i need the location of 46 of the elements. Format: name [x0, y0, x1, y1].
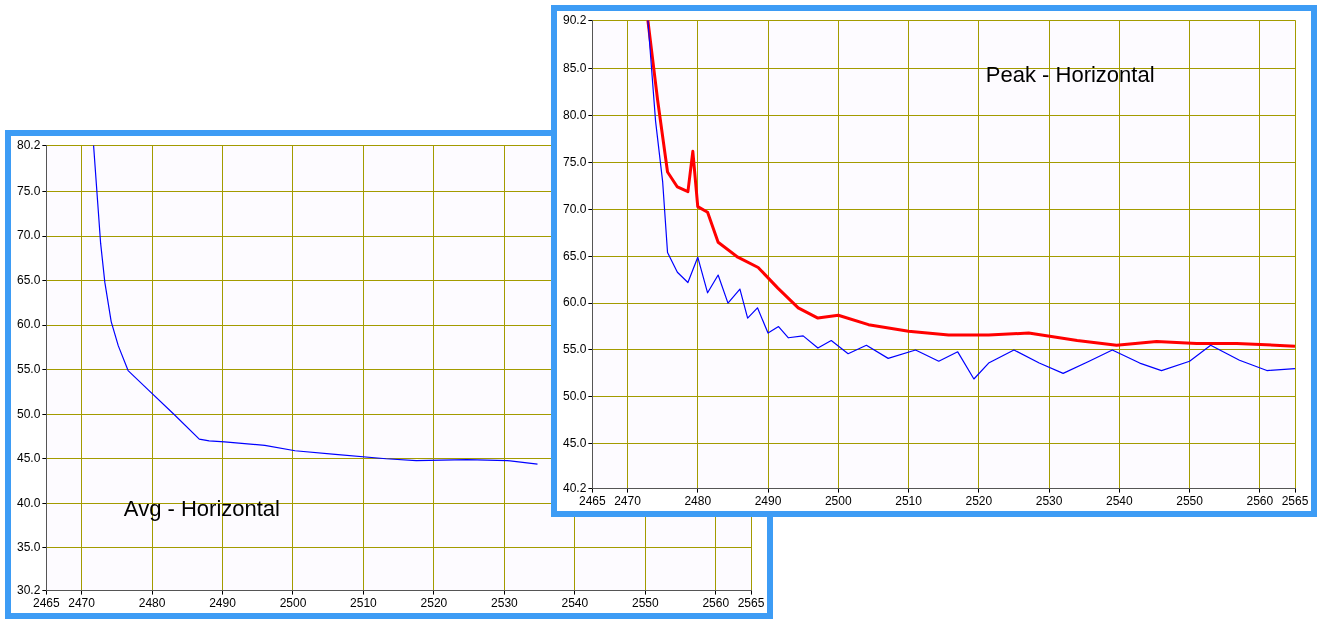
- y-tick-label: 75.0: [563, 154, 587, 169]
- y-tick-label: 45.0: [17, 451, 41, 466]
- x-tick-label: 2550: [1176, 494, 1204, 509]
- y-tick-label: 40.2: [563, 480, 587, 495]
- x-tick-label: 2480: [138, 596, 166, 611]
- x-tick-label: 2565: [737, 596, 765, 611]
- x-tick-label: 2500: [279, 596, 307, 611]
- y-tick-label: 80.0: [563, 108, 587, 123]
- y-tick-label: 35.0: [17, 540, 41, 555]
- y-tick-label: 50.0: [563, 389, 587, 404]
- y-tick-label: 70.0: [563, 201, 587, 216]
- x-tick-label: 2510: [895, 494, 923, 509]
- y-tick-label: 75.0: [17, 183, 41, 198]
- y-tick-label: 70.0: [17, 228, 41, 243]
- x-tick-label: 2530: [1035, 494, 1063, 509]
- y-tick-label: 65.0: [563, 248, 587, 263]
- x-tick-label: 2470: [614, 494, 642, 509]
- x-tick-label: 2480: [684, 494, 712, 509]
- y-tick-label: 50.0: [17, 406, 41, 421]
- y-tick-label: 45.0: [563, 435, 587, 450]
- x-tick-label: 2540: [561, 596, 589, 611]
- y-tick-label: 85.0: [563, 61, 587, 76]
- y-tick-label: 60.0: [563, 295, 587, 310]
- y-tick-label: 30.2: [17, 582, 41, 597]
- x-tick-label: 2565: [1281, 494, 1309, 509]
- y-tick-label: 40.0: [17, 495, 41, 510]
- x-tick-label: 2500: [824, 494, 852, 509]
- x-tick-label: 2530: [491, 596, 519, 611]
- y-tick-label: 80.2: [17, 137, 41, 152]
- x-tick-label: 2520: [420, 596, 448, 611]
- y-tick-label: 90.2: [563, 12, 587, 27]
- x-tick-label: 2490: [754, 494, 782, 509]
- x-tick-label: 2520: [965, 494, 993, 509]
- y-tick-label: 65.0: [17, 272, 41, 287]
- x-tick-label: 2510: [350, 596, 378, 611]
- x-tick-label: 2465: [33, 596, 61, 611]
- x-tick-label: 2470: [68, 596, 96, 611]
- y-tick-label: 55.0: [17, 361, 41, 376]
- y-tick-label: 60.0: [17, 317, 41, 332]
- x-tick-label: 2550: [631, 596, 659, 611]
- x-tick-label: 2560: [1246, 494, 1274, 509]
- x-tick-label: 2490: [209, 596, 237, 611]
- x-tick-label: 2540: [1105, 494, 1134, 509]
- x-tick-label: 2560: [702, 596, 730, 611]
- x-tick-label: 2465: [579, 494, 607, 509]
- y-tick-label: 55.0: [563, 342, 587, 357]
